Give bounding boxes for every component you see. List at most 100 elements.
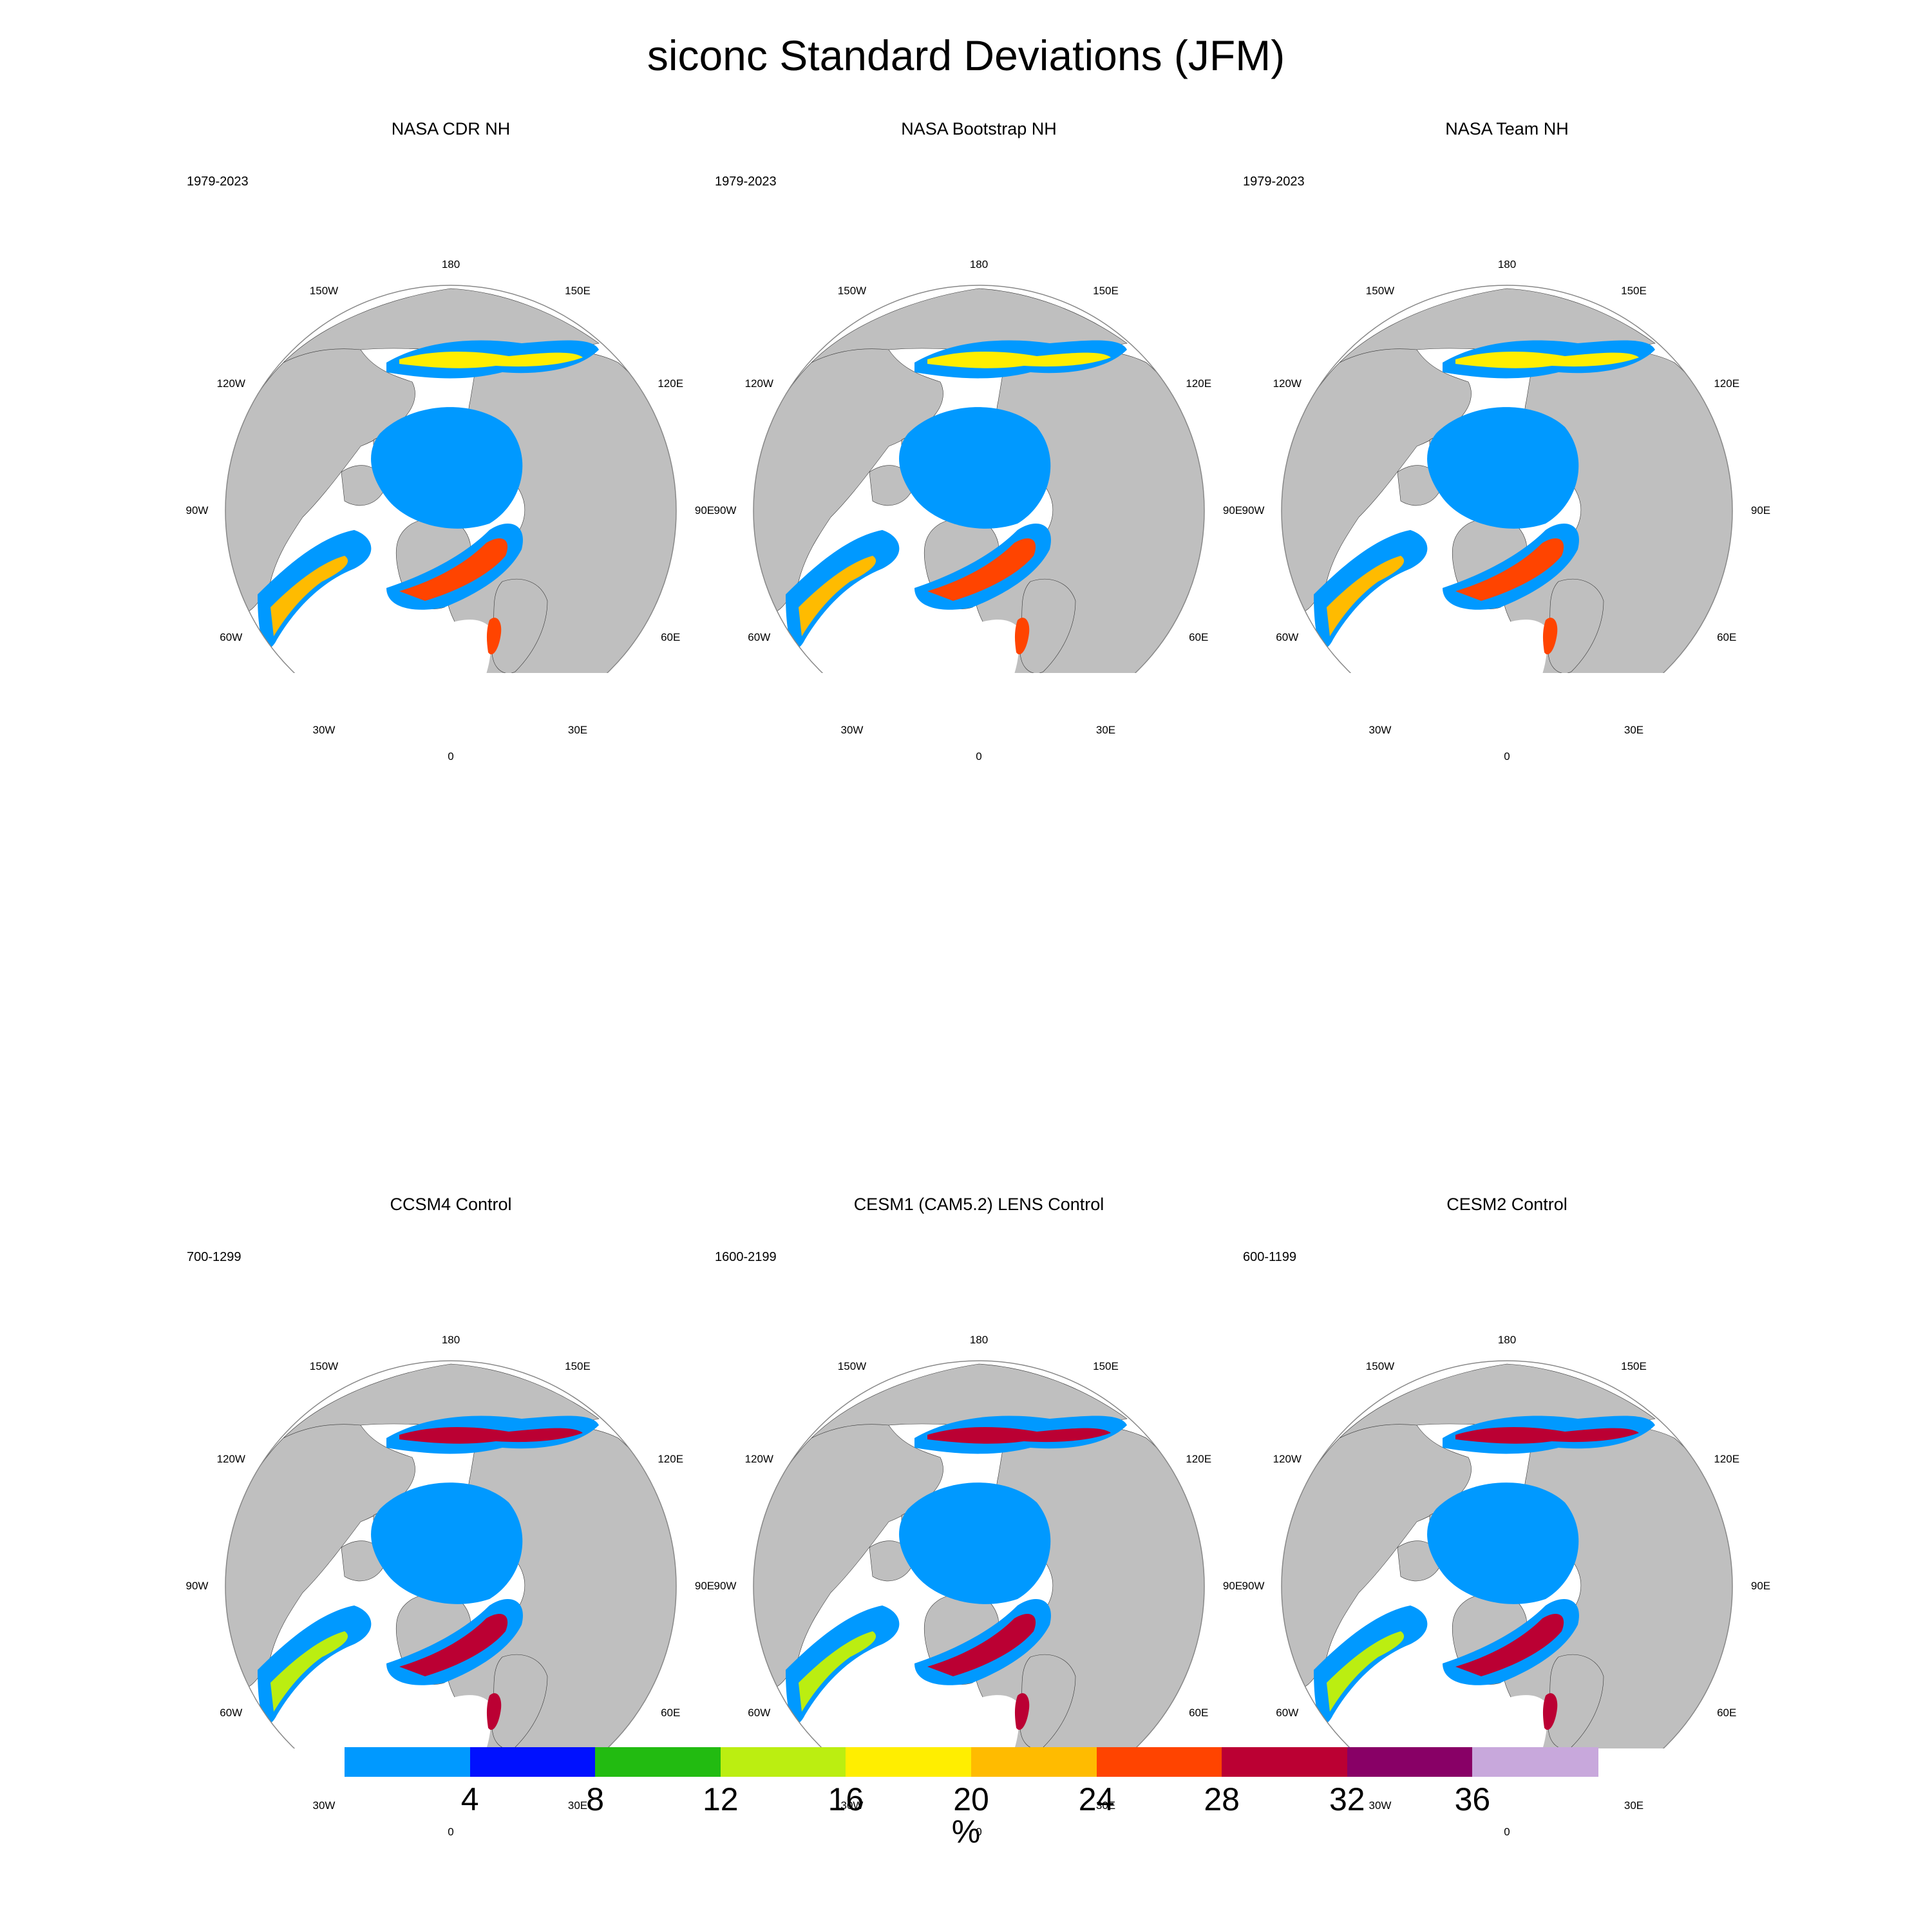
ice-variability-region <box>799 1631 876 1712</box>
ice-variability-region <box>1455 1427 1639 1444</box>
longitude-label: 150E <box>1621 1359 1647 1372</box>
polar-map <box>1281 1360 1733 1748</box>
panel-title: NASA CDR NH <box>391 119 511 138</box>
panel-period: 1600-2199 <box>715 1250 777 1264</box>
longitude-label: 30E <box>1095 724 1116 737</box>
colorbar-tick-label: 20 <box>953 1781 989 1817</box>
ice-variability-region <box>1427 407 1579 529</box>
map-boundary <box>225 285 677 673</box>
colorbar-swatch <box>1096 1747 1223 1777</box>
longitude-label: 0 <box>976 750 982 762</box>
longitude-label: 180 <box>441 1334 460 1346</box>
longitude-label: 60E <box>661 1707 681 1719</box>
longitude-label: 0 <box>448 1826 454 1838</box>
ice-variability-region <box>899 407 1051 529</box>
polar-map <box>225 1360 677 1748</box>
panel-period: 1979-2023 <box>187 175 249 189</box>
ice-variability-region <box>399 1427 583 1444</box>
colorbar-tick-label: 28 <box>1204 1781 1240 1817</box>
ice-variability-region <box>1542 618 1558 655</box>
longitude-label: 60E <box>1189 1707 1209 1719</box>
polar-map <box>225 285 677 673</box>
polar-map <box>753 1360 1205 1748</box>
colorbar-swatch <box>469 1747 596 1777</box>
colorbar-tick-label: 24 <box>1078 1781 1115 1817</box>
panel-title: NASA Team NH <box>1445 119 1569 138</box>
colorbar-tick-label: 16 <box>828 1781 864 1817</box>
map-boundary <box>1281 1360 1733 1748</box>
colorbar-swatch <box>846 1747 972 1777</box>
longitude-label: 60E <box>1717 1707 1737 1719</box>
ice-variability-region <box>1427 1482 1579 1604</box>
longitude-label: 60W <box>1276 1707 1299 1719</box>
longitude-label: 90W <box>714 1580 737 1592</box>
longitude-label: 0 <box>1504 750 1510 762</box>
longitude-label: 60W <box>220 1707 243 1719</box>
longitude-label: 180 <box>969 1334 989 1346</box>
longitude-label: 90W <box>1242 504 1265 516</box>
ice-variability-region <box>1014 618 1030 655</box>
longitude-label: 30W <box>312 1799 336 1812</box>
longitude-label: 150E <box>565 1359 591 1372</box>
longitude-label: 0 <box>448 750 454 762</box>
ice-variability-region <box>927 538 1036 601</box>
longitude-label: 180 <box>1497 258 1517 270</box>
longitude-label: 30E <box>567 1799 588 1812</box>
longitude-label: 30W <box>840 724 864 737</box>
longitude-label: 120W <box>1273 377 1302 390</box>
longitude-label: 30E <box>1624 724 1644 737</box>
longitude-label: 90W <box>714 504 737 516</box>
colorbar-tick-label: 4 <box>460 1781 479 1817</box>
longitude-label: 90W <box>1242 1580 1265 1592</box>
longitude-label: 30E <box>567 724 588 737</box>
longitude-label: 120E <box>1186 377 1212 390</box>
figure-title: siconc Standard Deviations (JFM) <box>647 32 1285 79</box>
longitude-label: 60W <box>220 631 243 643</box>
longitude-label: 150W <box>309 284 339 297</box>
colorbar-tick-label: 32 <box>1329 1781 1365 1817</box>
longitude-label: 180 <box>1497 1334 1517 1346</box>
ice-variability-region <box>399 1613 508 1676</box>
colorbar-swatch <box>595 1747 721 1777</box>
longitude-label: 150E <box>1621 284 1647 297</box>
longitude-label: 120E <box>1714 377 1740 390</box>
longitude-label: 60W <box>748 1707 771 1719</box>
longitude-label: 60W <box>748 631 771 643</box>
ice-variability-region <box>371 407 523 529</box>
panel-title: CCSM4 Control <box>390 1195 512 1214</box>
ice-variability-region <box>799 556 876 636</box>
longitude-label: 90E <box>694 1580 715 1592</box>
colorbar-tick-label: 8 <box>586 1781 605 1817</box>
ice-variability-region <box>1455 538 1564 601</box>
ice-variability-region <box>270 1631 348 1712</box>
longitude-label: 30E <box>1095 1799 1116 1812</box>
longitude-label: 90W <box>185 1580 209 1592</box>
polar-map <box>1281 285 1733 673</box>
longitude-label: 30W <box>1368 724 1392 737</box>
map-panel: CESM1 (CAM5.2) LENS Control 1600-2199 180 1… <box>714 1195 1243 1838</box>
longitude-label: 0 <box>976 1826 982 1838</box>
colorbar-tick-label: 12 <box>702 1781 739 1817</box>
panel-period: 600-1199 <box>1243 1250 1297 1264</box>
ice-variability-region <box>399 538 508 601</box>
longitude-label: 120E <box>658 377 684 390</box>
map-panel: CCSM4 Control 700-1299 180 150E 120E 90E 60E 30… <box>185 1195 715 1838</box>
ice-variability-region <box>899 1482 1051 1604</box>
colorbar-swatch <box>1472 1747 1598 1777</box>
ice-variability-region <box>1327 556 1405 636</box>
longitude-label: 120W <box>1273 1453 1302 1465</box>
ice-variability-region <box>486 1693 502 1730</box>
ice-variability-region <box>371 1482 523 1604</box>
longitude-label: 90E <box>1750 1580 1771 1592</box>
longitude-label: 150W <box>837 1359 867 1372</box>
ice-variability-region <box>486 618 502 655</box>
map-panel: NASA Team NH 1979-2023 180 150E 120E 90E 60E 30… <box>1242 119 1771 762</box>
longitude-label: 30W <box>840 1799 864 1812</box>
ice-variability-region <box>270 556 348 636</box>
longitude-label: 120E <box>658 1453 684 1465</box>
longitude-label: 150W <box>837 284 867 297</box>
polar-map <box>753 285 1205 673</box>
ice-variability-region <box>927 1427 1111 1444</box>
colorbar-swatch <box>345 1747 471 1777</box>
longitude-label: 120W <box>216 377 245 390</box>
